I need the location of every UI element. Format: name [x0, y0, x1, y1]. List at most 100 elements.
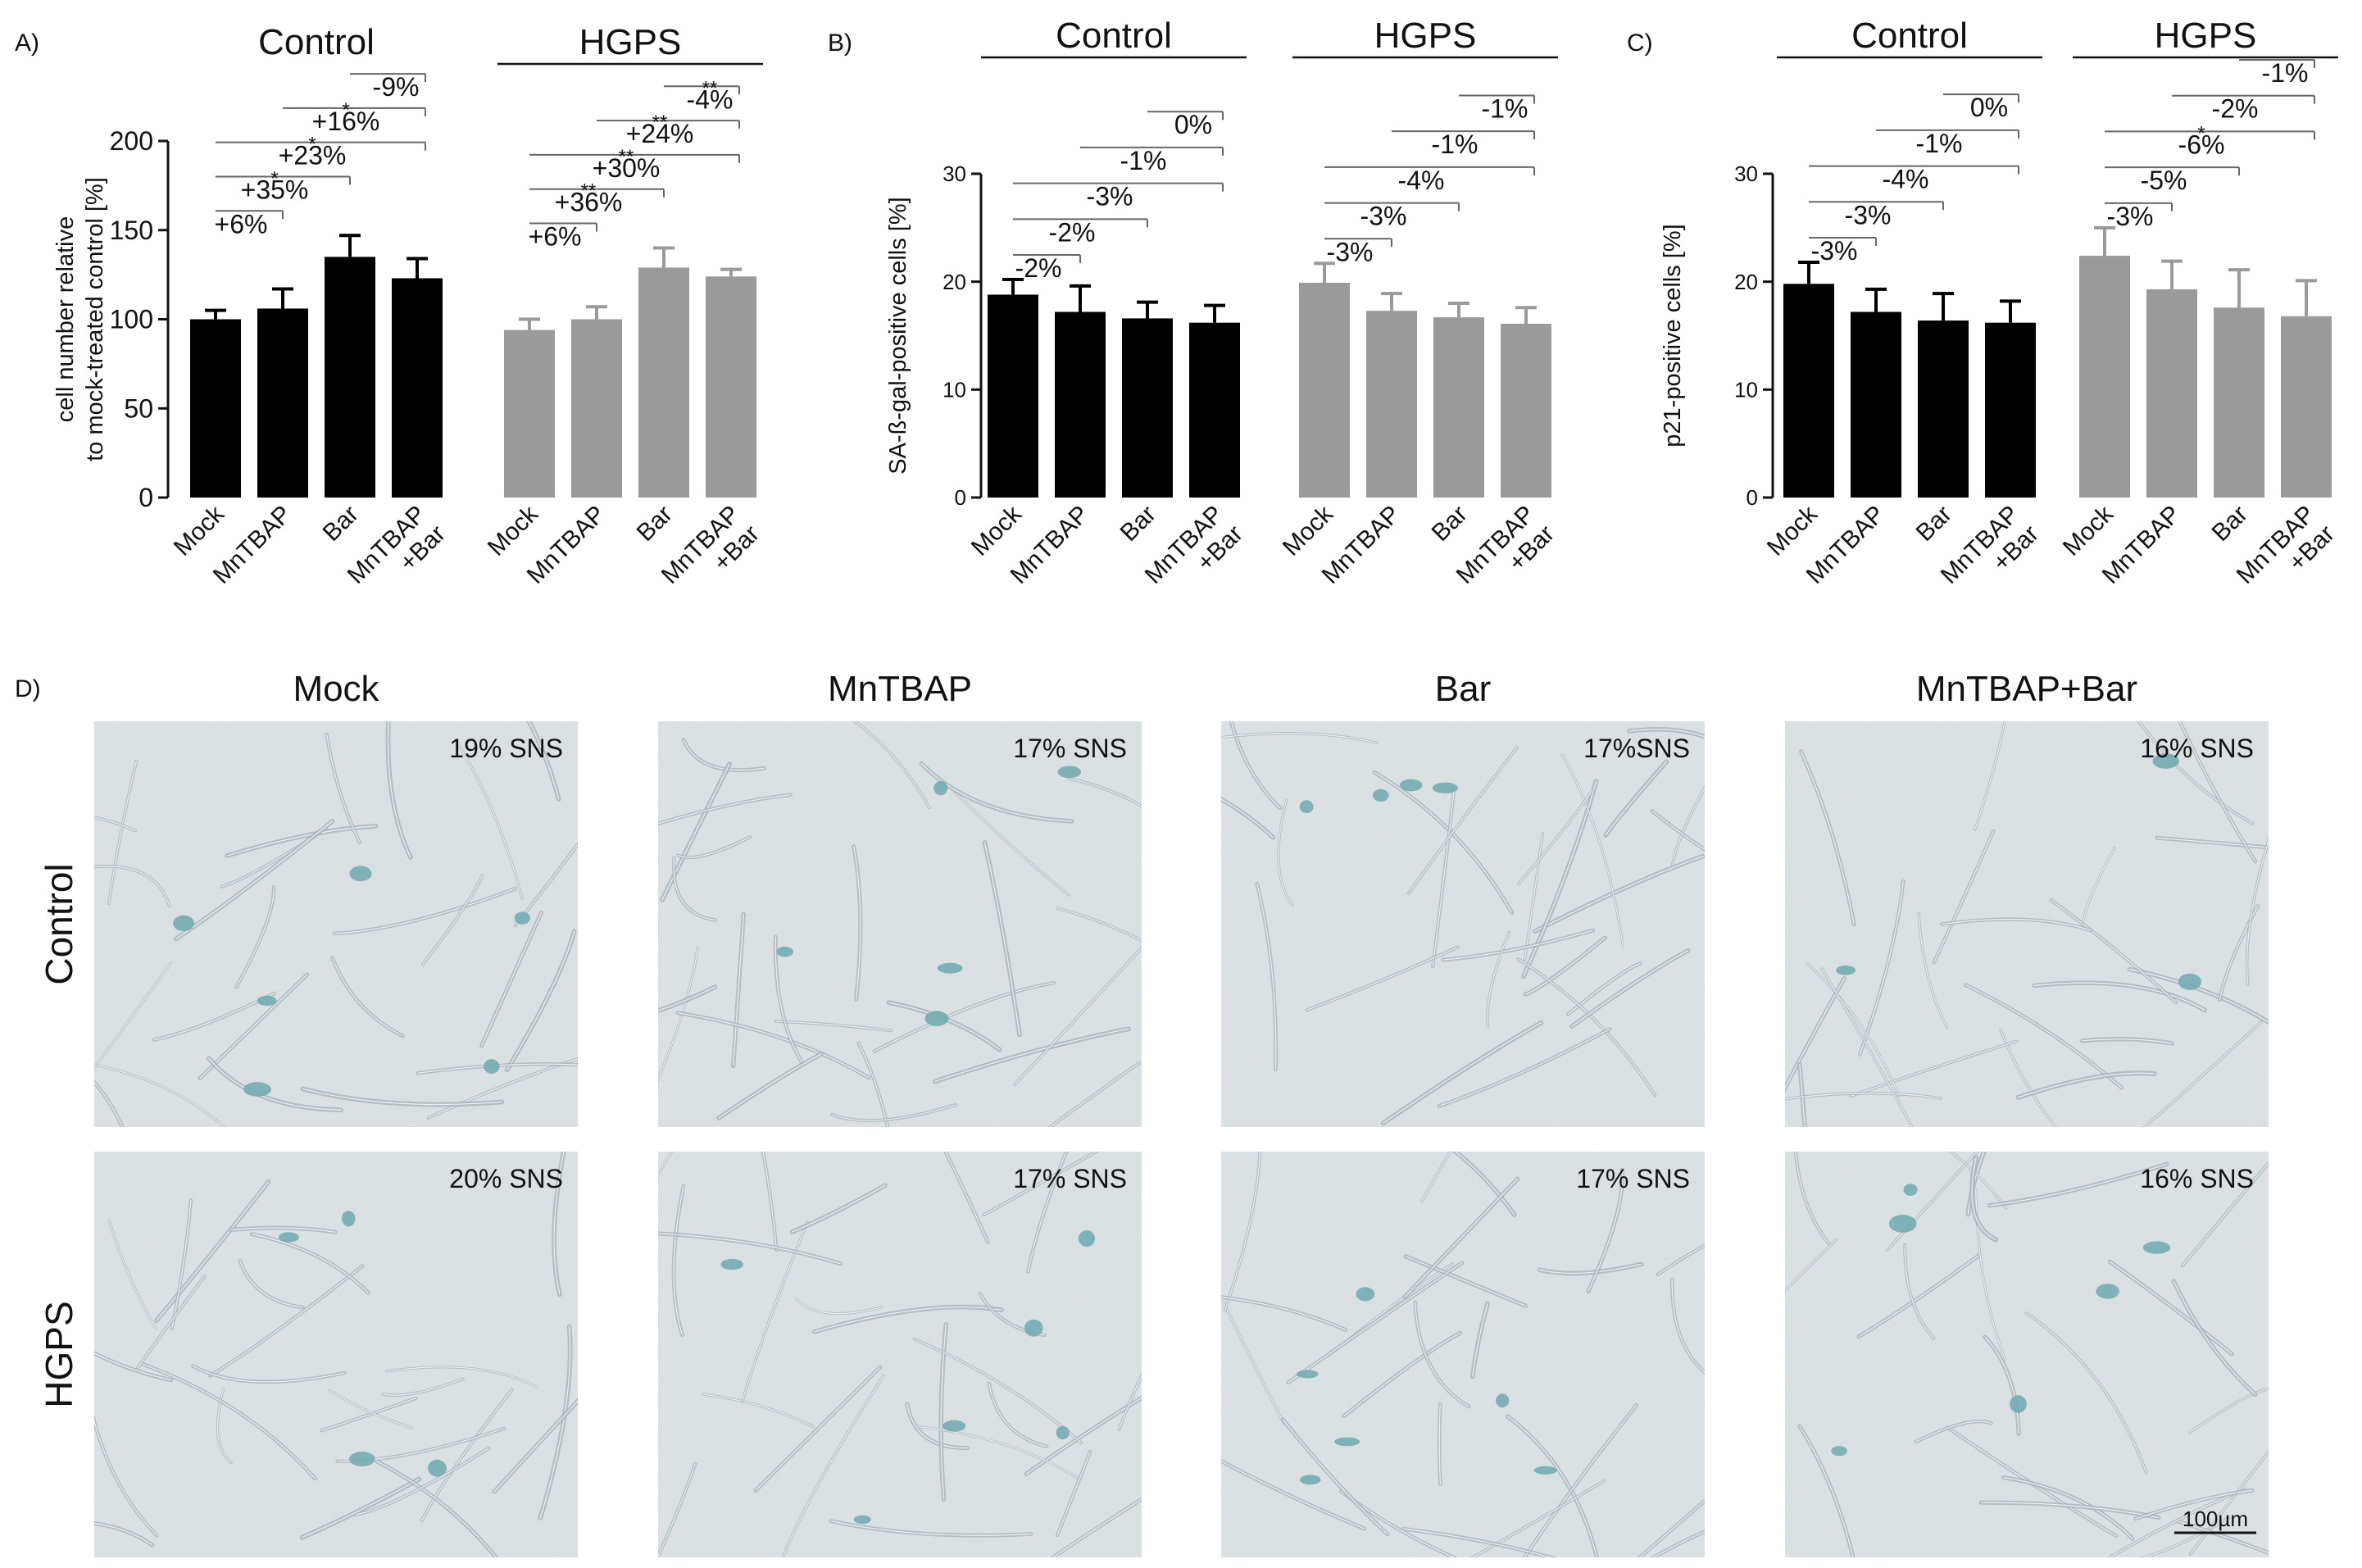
fibroblast-highlight: [2000, 1029, 2056, 1127]
cell-layer: [94, 1152, 578, 1557]
bar: [988, 294, 1038, 498]
comparison-label: -1%: [1482, 93, 1528, 123]
y-axis-title: SA-ß-gal-positive cells [%]: [885, 197, 911, 474]
category-label: Bar: [318, 501, 364, 547]
stained-cell: [1299, 1475, 1321, 1485]
fibroblast-highlight: [1672, 787, 1705, 866]
fibroblast-highlight: [702, 1393, 814, 1427]
fibroblast-highlight: [1408, 747, 1518, 894]
stained-cell: [1888, 1215, 1917, 1233]
panel-label-a: A): [15, 30, 39, 57]
fibroblast-highlight: [2143, 1021, 2262, 1127]
stained-cell: [1831, 1446, 1847, 1457]
fibroblast-highlight: [1628, 729, 1705, 738]
fibroblast-highlight: [332, 957, 403, 1037]
group-label: HGPS: [1374, 16, 1477, 56]
fibroblast-highlight: [1785, 1093, 1942, 1100]
fibroblast-highlight: [1256, 883, 1277, 1070]
comparison-label: -1%: [1120, 146, 1167, 175]
panel-label-b: B): [828, 30, 852, 57]
cell-layer: [658, 1152, 1142, 1557]
micrograph-background: [1785, 721, 2269, 1127]
fibroblast-highlight: [2182, 1162, 2269, 1266]
fibroblast-highlight: [1799, 1063, 1806, 1127]
fibroblast-highlight: [94, 1081, 124, 1127]
fibroblast-highlight: [2134, 1489, 2253, 1520]
bar: [2214, 307, 2264, 498]
fibroblast-highlight: [1933, 830, 1994, 963]
bar: [2079, 256, 2130, 498]
y-axis-title: cell number relative to mock-treated cont…: [52, 177, 108, 461]
fibroblast-highlight: [1821, 968, 1913, 1127]
fibroblast-highlight: [1278, 799, 1293, 906]
stained-cell: [924, 1011, 949, 1027]
stained-cell: [1056, 1425, 1070, 1440]
fibroblast-highlight: [1421, 1152, 1451, 1202]
fibroblast-highlight: [2033, 982, 2205, 1011]
y-tick-label: 10: [943, 377, 966, 402]
bar: [257, 308, 308, 498]
fibroblast-highlight: [791, 1184, 886, 1233]
comparison-label: -1%: [1916, 129, 1963, 158]
stained-cell: [342, 1211, 356, 1227]
micrograph-panel: 20% SNS: [94, 1152, 578, 1557]
fibroblast-highlight: [2128, 968, 2269, 1023]
category-label-line: Mock: [1278, 500, 1339, 561]
chart-1: 0 10 20 30 SA-ß-gal-positive cells [%] Contro…: [885, 16, 1560, 589]
fibroblast-highlight: [1965, 984, 2123, 1089]
stained-cell: [173, 915, 195, 932]
comparison-label: +36%: [555, 188, 623, 217]
category-label-line: Bar: [1911, 501, 1957, 547]
fibroblast-highlight: [831, 1104, 956, 1121]
fibroblast-highlight: [906, 1403, 969, 1449]
fibroblast-highlight: [1415, 1301, 1470, 1407]
fibroblast-highlight: [718, 1053, 822, 1119]
row-label: HGPS: [38, 1301, 80, 1407]
fibroblast-highlight: [940, 1324, 947, 1500]
y-tick-label: 50: [124, 393, 153, 423]
fibroblast-highlight: [2177, 1520, 2269, 1554]
fibroblast-highlight: [493, 1400, 578, 1493]
fibroblast-highlight: [1048, 1062, 1140, 1127]
fibroblast-highlight: [1785, 977, 1846, 1089]
comparison-label: -3%: [1360, 202, 1407, 231]
fibroblast-highlight: [375, 1460, 497, 1557]
fibroblast-highlight: [1027, 1152, 1067, 1272]
fibroblast-highlight: [1949, 1152, 2007, 1209]
fibroblast-highlight: [235, 886, 275, 988]
cell-layer: [1785, 1152, 2269, 1557]
bar: [1189, 322, 1240, 498]
y-tick-label: 20: [1734, 270, 1758, 294]
fibroblast-highlight: [2109, 1261, 2233, 1355]
fibroblast-highlight: [208, 1057, 342, 1111]
fibroblast-highlight: [1518, 789, 1593, 884]
category-label: Bar: [1911, 501, 1957, 547]
significance-stars: **: [581, 180, 597, 202]
group-label: Control: [258, 22, 375, 62]
stained-cell: [243, 1082, 271, 1097]
stained-cell: [1432, 782, 1458, 793]
fibroblast-highlight: [1404, 1178, 1519, 1298]
comparison-label: +6%: [529, 222, 582, 252]
stained-cell: [853, 1515, 871, 1525]
comparison-label: -1%: [1432, 130, 1479, 159]
fibroblast-highlight: [417, 1063, 578, 1074]
fibroblast-highlight: [1974, 721, 2005, 830]
micrograph-panel: 17% SNS: [658, 1152, 1142, 1557]
fibroblast-highlight: [1524, 937, 1606, 995]
fibroblast-highlight: [741, 1221, 808, 1402]
significance-stars: *: [308, 134, 316, 156]
bar: [504, 330, 555, 498]
significance-stars: *: [270, 167, 278, 189]
stained-cell: [1836, 965, 1856, 975]
fibroblast-highlight: [94, 1352, 172, 1381]
fibroblast-highlight: [1671, 1279, 1705, 1373]
significance-stars: *: [342, 99, 349, 121]
fibroblast-highlight: [1605, 761, 1667, 836]
fibroblast-highlight: [2051, 899, 2177, 1003]
micrograph-background: [1221, 1152, 1705, 1557]
fibroblast-highlight: [658, 947, 698, 1080]
group-label: Control: [1056, 16, 1172, 56]
fibroblast-highlight: [796, 1298, 883, 1315]
fibroblast-highlight: [1859, 880, 1904, 1056]
